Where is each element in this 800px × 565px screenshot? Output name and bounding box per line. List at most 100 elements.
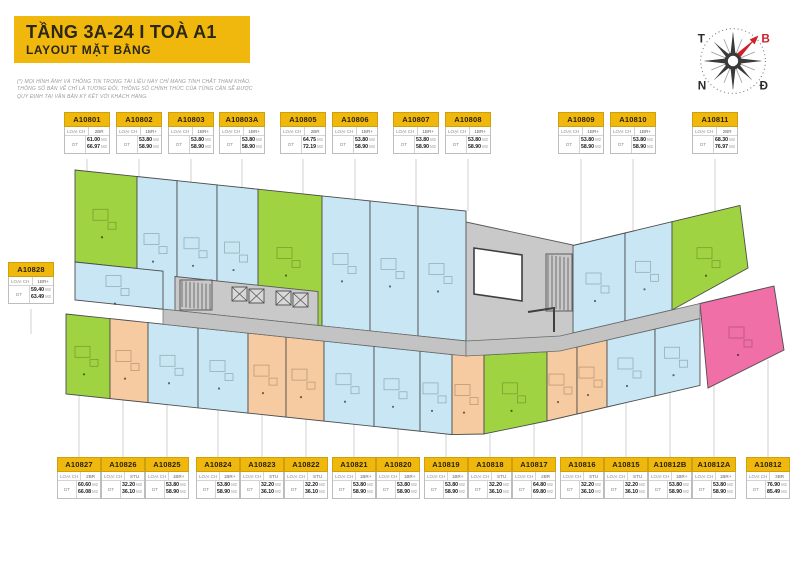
page-title: TẦNG 3A-24 I TOÀ A1 xyxy=(26,22,217,42)
unit-card-A10827: A10827 LOẠI CH 2BR DT 60.60 M2 66.08 M2 xyxy=(57,457,101,499)
unit-code: A10823 xyxy=(240,457,284,472)
furniture-hint xyxy=(469,397,479,405)
unit-area-label: DT xyxy=(605,481,625,498)
unit-code: A10827 xyxy=(57,457,101,472)
unit-A10807 xyxy=(369,200,419,337)
unit-card-A10815: A10815 LOẠI CH STU DT 32.20 M2 36.10 M2 xyxy=(604,457,648,499)
unit-type-value: 1BR+ xyxy=(361,128,373,134)
unit-code: A10803 xyxy=(168,112,214,127)
unit-type-value: 2BR xyxy=(86,473,96,479)
unit-card-body: LOẠI CH 1BR+ DT 53.80 M2 58.90 M2 xyxy=(116,127,162,154)
unit-area-value: 53.80 M2 xyxy=(139,137,159,143)
unit-area-value: 53.80 M2 xyxy=(242,137,262,143)
unit-type-value: 2BR xyxy=(541,473,551,479)
unit-type-label: LOẠI CH xyxy=(693,472,717,480)
unit-area-label: DT xyxy=(649,481,669,498)
furniture-hint xyxy=(239,254,248,263)
furniture-hint xyxy=(350,386,360,395)
unit-area-value: 53.80 M2 xyxy=(633,137,653,143)
unit-type-label: LOẠI CH xyxy=(561,472,585,480)
unit-card-A10802: A10802 LOẠI CH 1BR+ DT 53.80 M2 58.90 M2 xyxy=(116,112,162,154)
door-dot xyxy=(340,280,344,283)
furniture-hint xyxy=(291,260,301,268)
unit-area-value: 53.80 M2 xyxy=(713,482,733,488)
furniture-hint xyxy=(107,221,117,230)
stairs-icon xyxy=(179,279,213,311)
unit-code: A10822 xyxy=(284,457,328,472)
door-dot xyxy=(625,384,629,388)
unit-code: A10816 xyxy=(560,457,604,472)
unit-type-label: LOẠI CH xyxy=(241,472,265,480)
title-banner: TẦNG 3A-24 I TOÀ A1 LAYOUT MẶT BẰNG xyxy=(14,16,250,63)
door-dot xyxy=(284,274,288,277)
unit-area-value: 58.90 M2 xyxy=(397,489,417,496)
furniture-hint xyxy=(502,382,518,395)
unit-area-value: 63.49 M2 xyxy=(31,294,51,301)
unit-area-value: 32.20 M2 xyxy=(625,482,645,488)
unit-type-value: 1BR+ xyxy=(675,473,688,479)
furniture-hint xyxy=(428,263,445,275)
furniture-hint xyxy=(143,233,160,245)
unit-card-body: LOẠI CH 3BR DT 76.90 M2 85.49 M2 xyxy=(746,472,790,499)
unit-area-values: 53.80 M2 58.90 M2 xyxy=(467,136,490,153)
unit-area-values: 53.80 M2 58.90 M2 xyxy=(580,136,603,153)
unit-area-value: 58.90 M2 xyxy=(353,489,373,496)
door-dot xyxy=(191,264,195,267)
door-dot xyxy=(510,409,513,412)
unit-area-value: 58.90 M2 xyxy=(139,144,159,151)
unit-area-values: 64.75 M2 72.19 M2 xyxy=(302,136,325,153)
furniture-hint xyxy=(183,237,200,250)
unit-card-body: LOẠI CH 1BR+ DT 53.80 M2 58.90 M2 xyxy=(445,127,491,154)
unit-type-label: LOẠI CH xyxy=(65,127,90,135)
unit-card-A10826: A10826 LOẠI CH STU DT 32.20 M2 36.10 M2 xyxy=(101,457,145,499)
furniture-hint xyxy=(578,366,595,379)
door-dot xyxy=(643,288,646,291)
unit-card-body: LOẠI CH 1BR+ DT 53.80 M2 58.90 M2 xyxy=(376,472,420,499)
unit-area-value: 64.80 M2 xyxy=(533,482,553,488)
unit-card-body: LOẠI CH STU DT 32.20 M2 36.10 M2 xyxy=(468,472,512,499)
furniture-hint xyxy=(332,253,349,265)
compass-east-label: Đ xyxy=(759,79,768,92)
unit-code: A10812B xyxy=(648,457,692,472)
unit-type-label: LOẠI CH xyxy=(559,127,584,135)
unit-area-label: DT xyxy=(197,481,217,498)
unit-type-label: LOẠI CH xyxy=(446,127,471,135)
unit-type-label: LOẠI CH xyxy=(169,127,194,135)
unit-area-label: DT xyxy=(102,481,122,498)
unit-area-value: 58.90 M2 xyxy=(355,144,375,151)
unit-card-body: LOẠI CH 1BR+ DT 53.80 M2 58.90 M2 xyxy=(610,127,656,154)
unit-area-value: 36.10 M2 xyxy=(581,489,601,496)
unit-area-values: 32.20 M2 36.10 M2 xyxy=(624,481,647,498)
unit-card-body: LOẠI CH STU DT 32.20 M2 36.10 M2 xyxy=(101,472,145,499)
unit-card-A10816: A10816 LOẠI CH STU DT 32.20 M2 36.10 M2 xyxy=(560,457,604,499)
unit-area-values: 53.80 M2 58.90 M2 xyxy=(354,136,377,153)
furniture-hint xyxy=(130,363,140,371)
unit-area-label: DT xyxy=(285,481,305,498)
furniture-hint xyxy=(347,266,357,274)
furniture-hint xyxy=(743,339,753,348)
unit-area-label: DT xyxy=(513,481,533,498)
unit-area-values: 32.20 M2 36.10 M2 xyxy=(580,481,603,498)
unit-area-label: DT xyxy=(747,481,767,498)
furniture-hint xyxy=(335,373,352,386)
unit-type-value: 1BR+ xyxy=(37,278,49,284)
unit-area-value: 58.90 M2 xyxy=(242,144,262,151)
unit-code: A10824 xyxy=(196,457,240,472)
furniture-hint xyxy=(224,241,240,254)
unit-area-value: 58.90 M2 xyxy=(166,489,186,496)
unit-code: A10805 xyxy=(280,112,326,127)
unit-area-label: DT xyxy=(146,481,166,498)
door-dot xyxy=(113,302,117,305)
unit-card-body: LOẠI CH 1BR+ DT 53.80 M2 58.90 M2 xyxy=(692,472,736,499)
unit-area-value: 32.20 M2 xyxy=(305,482,325,488)
unit-A10808 xyxy=(417,205,467,342)
disclaimer-line: THÔNG SỐ BẢN VẼ CHỈ LÀ TƯƠNG ĐỐI, THÔNG … xyxy=(17,86,253,93)
unit-area-values: 32.20 M2 36.10 M2 xyxy=(121,481,144,498)
unit-code: A10821 xyxy=(332,457,376,472)
door-dot xyxy=(217,387,221,390)
disclaimer-text: (*) MỌI HÌNH ẢNH VÀ THÔNG TIN TRONG TÀI … xyxy=(17,79,253,101)
unit-card-A10811: A10811 LOẠI CH 2BR DT 68.30 M2 76.97 M2 xyxy=(692,112,738,154)
furniture-hint xyxy=(105,275,122,287)
unit-area-value: 85.49 M2 xyxy=(767,489,787,496)
unit-card-A10812: A10812 LOẠI CH 3BR DT 76.90 M2 85.49 M2 xyxy=(746,457,790,499)
